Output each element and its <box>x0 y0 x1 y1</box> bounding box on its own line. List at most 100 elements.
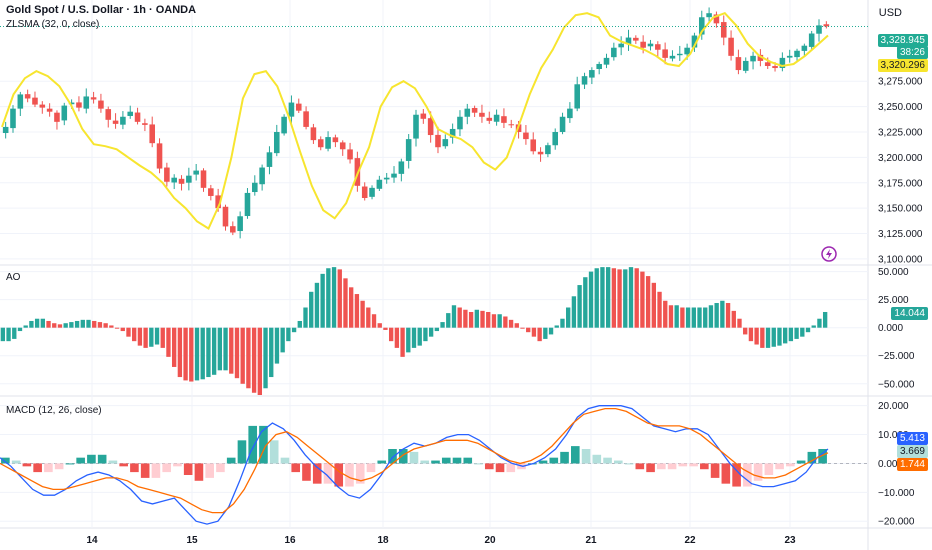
y-tick-label: 3,200.000 <box>878 153 923 164</box>
macd-hist-bar <box>796 460 806 464</box>
y-tick-label: 3,250.000 <box>878 102 923 113</box>
candle-body <box>545 145 551 155</box>
candle-body <box>193 170 199 175</box>
candle-body <box>435 134 441 148</box>
ao-bar <box>651 282 657 328</box>
ao-bar <box>605 267 611 328</box>
macd-hist-bar <box>484 463 494 470</box>
candle-body <box>68 102 75 105</box>
ao-bar <box>674 305 679 328</box>
candle-body <box>61 105 68 121</box>
ao-bar <box>714 303 719 328</box>
candle-body <box>677 53 683 56</box>
candle-body <box>376 179 383 189</box>
macd-hist-bar <box>753 463 763 481</box>
candle-body <box>713 14 720 24</box>
macd-hist-bar <box>108 460 118 464</box>
candle-body <box>76 102 82 108</box>
candle-body <box>215 195 221 209</box>
ao-bar <box>628 267 634 328</box>
candle-body <box>552 132 559 146</box>
ao-bar <box>217 327 223 371</box>
ao-bar <box>263 327 268 389</box>
ao-bar <box>80 319 85 328</box>
ao-bar <box>446 313 451 328</box>
candle-body <box>252 182 258 193</box>
ao-bar <box>468 311 474 328</box>
ao-bar <box>109 325 114 328</box>
macd-hist-bar <box>140 463 150 478</box>
candle-body <box>501 116 507 123</box>
candle-body <box>508 124 515 126</box>
ao-bar <box>428 327 434 337</box>
candle-body <box>310 127 317 141</box>
ao-bar <box>171 327 177 367</box>
candle-body <box>39 104 46 108</box>
macd-hist-bar <box>65 463 75 465</box>
candle-body <box>655 44 661 50</box>
ao-bar <box>731 310 736 328</box>
candle-body <box>332 137 339 143</box>
lightning-icon <box>826 249 832 259</box>
macd-hist-bar <box>33 463 42 473</box>
ao-bar <box>34 318 40 328</box>
ao-bar <box>474 309 479 328</box>
x-tick-label: 23 <box>784 535 796 546</box>
ao-bar <box>132 327 137 342</box>
ao-bar <box>6 327 11 342</box>
macd-hist-bar <box>355 463 365 484</box>
ao-bar <box>17 327 23 332</box>
candle-body <box>523 132 529 140</box>
ao-bar <box>103 323 108 328</box>
ao-bar <box>280 327 285 353</box>
candle-body <box>149 124 155 144</box>
y-tick-label: −50.000 <box>878 379 915 390</box>
macd-hist-bar <box>97 454 107 464</box>
ao-value-tag: 14.044 <box>891 307 928 320</box>
candle-body <box>120 116 126 125</box>
ao-bar <box>543 327 548 339</box>
ao-bar <box>617 269 622 328</box>
candle-body <box>464 108 471 117</box>
ao-bar <box>52 323 57 328</box>
macd-legend[interactable]: MACD (12, 26, close) <box>6 405 102 416</box>
ao-bar <box>520 327 525 329</box>
ao-bar <box>343 278 348 328</box>
candle-body <box>706 13 712 18</box>
zlsma-legend[interactable]: ZLSMA (32, 0, close) <box>6 19 100 30</box>
candle-body <box>684 47 690 55</box>
macd-hist-bar <box>657 463 666 470</box>
ao-bar <box>680 307 685 328</box>
candle-body <box>698 17 705 35</box>
candle-body <box>794 50 800 58</box>
ao-bar <box>503 316 508 328</box>
ao-bar <box>737 318 742 328</box>
ao-legend[interactable]: AO <box>6 272 21 283</box>
candle-body <box>369 187 375 197</box>
ao-bar <box>303 307 308 328</box>
ao-bar <box>29 320 34 328</box>
ao-bar <box>743 327 748 335</box>
ao-bar <box>645 276 651 328</box>
macd-hist-bar <box>409 451 419 464</box>
macd-hist-bar <box>312 463 322 484</box>
candle-body <box>178 178 185 184</box>
ao-bar <box>74 320 80 328</box>
candle-body <box>530 139 537 152</box>
candle-body <box>98 100 104 109</box>
ao-bar <box>194 327 200 381</box>
y-tick-label: 3,125.000 <box>878 229 923 240</box>
macd-hist-bar <box>581 449 591 464</box>
macd-hist-bar <box>130 463 139 473</box>
ao-bar <box>246 327 251 389</box>
candle-body <box>420 113 427 119</box>
macd-hist-bar <box>721 463 731 484</box>
ao-bar <box>526 327 531 333</box>
candle-body <box>186 175 192 183</box>
ao-bar <box>320 273 325 328</box>
ao-bar <box>234 327 240 379</box>
ao-bar <box>411 327 417 348</box>
macd-hist-bar <box>334 463 344 487</box>
candle-body <box>32 97 38 105</box>
